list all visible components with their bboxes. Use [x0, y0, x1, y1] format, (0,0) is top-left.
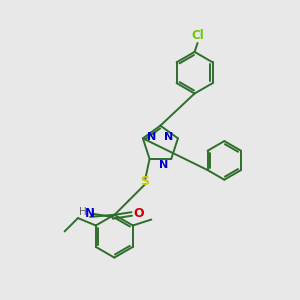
Text: H: H: [79, 208, 87, 218]
Text: Cl: Cl: [191, 28, 204, 41]
Text: S: S: [141, 175, 150, 188]
Text: N: N: [164, 132, 173, 142]
Text: N: N: [147, 132, 157, 142]
Text: O: O: [133, 208, 144, 220]
Text: N: N: [85, 208, 95, 220]
Text: N: N: [159, 160, 168, 170]
